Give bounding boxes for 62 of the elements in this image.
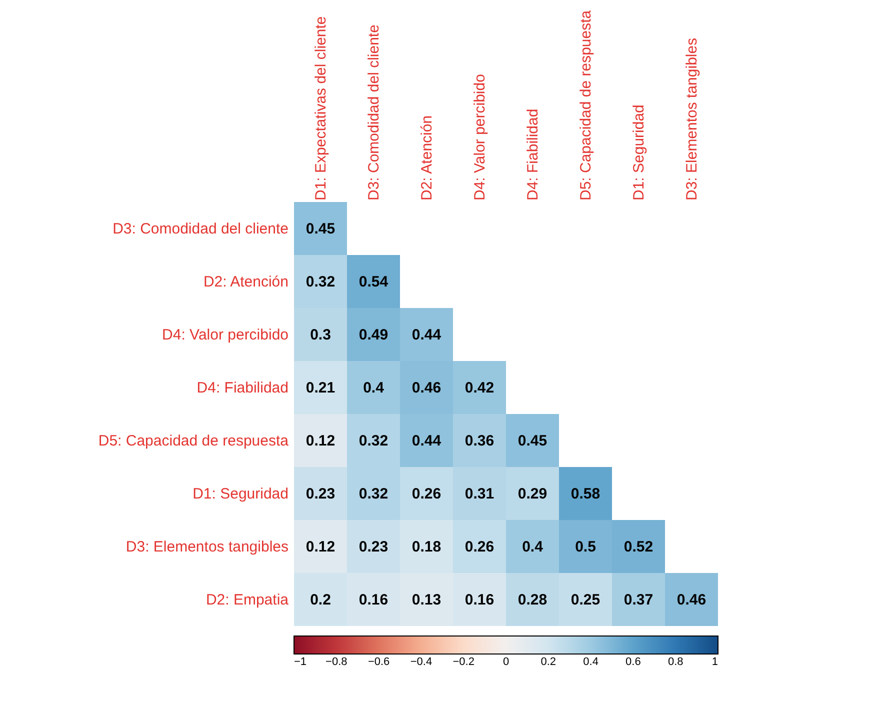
- data-label: 0.28: [518, 592, 548, 608]
- x-tick-label: D4: Valor percibido: [472, 74, 488, 200]
- data-label: 0.37: [624, 592, 654, 608]
- y-tick-label: D2: Empatia: [206, 592, 290, 608]
- x-tick-label: D1: Seguridad: [630, 104, 648, 200]
- data-label: 0.3: [310, 326, 331, 344]
- data-label: 0.13: [412, 592, 442, 608]
- data-label: 0.54: [358, 274, 389, 290]
- data-label: 0.32: [358, 486, 388, 502]
- y-tick-label: D1: Seguridad: [192, 486, 288, 502]
- color-bar-label: −0.6: [368, 656, 390, 668]
- data-label: 0.32: [358, 432, 388, 450]
- color-bar-label: 0.2: [540, 656, 556, 668]
- data-label: 0.44: [412, 432, 442, 450]
- x-tick-label: D1: Expectativas del cliente: [312, 16, 330, 200]
- data-label: 0.45: [518, 432, 548, 450]
- color-bar-label: 0.8: [668, 656, 684, 668]
- color-bar-label: −0.4: [410, 656, 432, 668]
- x-tick-label: D5: Capacidad de respuesta: [578, 10, 594, 200]
- data-label: 0.26: [412, 486, 442, 502]
- color-bar-label: −0.2: [452, 656, 474, 668]
- data-label: 0.31: [464, 486, 494, 502]
- y-tick-label: D4: Fiabilidad: [196, 380, 288, 396]
- x-tick-label: D3: Elementos tangibles: [684, 38, 700, 200]
- data-label: 0.32: [306, 274, 336, 290]
- color-bar-label: −0.8: [326, 656, 348, 668]
- data-label: 0.49: [358, 326, 388, 344]
- data-label: 0.52: [624, 538, 654, 556]
- x-tick-label: D2: Atención: [418, 115, 436, 200]
- data-label: 0.18: [412, 538, 442, 556]
- data-label: 0.16: [358, 592, 388, 608]
- data-label: 0.12: [306, 538, 336, 556]
- data-label: 0.46: [412, 380, 442, 396]
- y-tick-label: D4: Valor percibido: [162, 326, 288, 344]
- data-label: 0.25: [570, 592, 600, 608]
- data-label: 0.46: [676, 592, 706, 608]
- data-label: 0.4: [522, 538, 544, 556]
- color-bar-label: 0.6: [626, 656, 641, 668]
- data-label: 0.12: [306, 432, 336, 450]
- data-label: 0.23: [306, 486, 336, 502]
- data-label: 0.16: [464, 592, 494, 608]
- x-tick-label: D4: Fiabilidad: [524, 108, 542, 200]
- data-label: 0.36: [464, 432, 494, 450]
- color-bar-label: −1: [294, 656, 307, 668]
- color-bar-label: 0: [502, 656, 510, 668]
- data-label: 0.5: [575, 538, 596, 556]
- color-bar-label: 0.4: [583, 656, 598, 668]
- data-label: 0.26: [464, 538, 494, 556]
- data-label: 0.4: [363, 380, 385, 396]
- y-tick-label: D3: Elementos tangibles: [126, 538, 288, 556]
- data-label: 0.23: [358, 538, 388, 556]
- y-tick-label: D5: Capacidad de respuesta: [98, 432, 290, 450]
- data-label: 0.42: [464, 380, 494, 396]
- data-label: 0.45: [306, 220, 336, 238]
- y-tick-label: D3: Comodidad del cliente: [112, 220, 288, 238]
- data-label: 0.44: [412, 326, 442, 344]
- y-tick-label: D2: Atención: [203, 274, 288, 290]
- data-label: 0.29: [518, 486, 548, 502]
- data-label: 0.58: [570, 486, 600, 502]
- data-label: 0.21: [306, 380, 336, 396]
- color-bar-label: 1: [712, 656, 718, 668]
- data-label: 0.2: [310, 592, 331, 608]
